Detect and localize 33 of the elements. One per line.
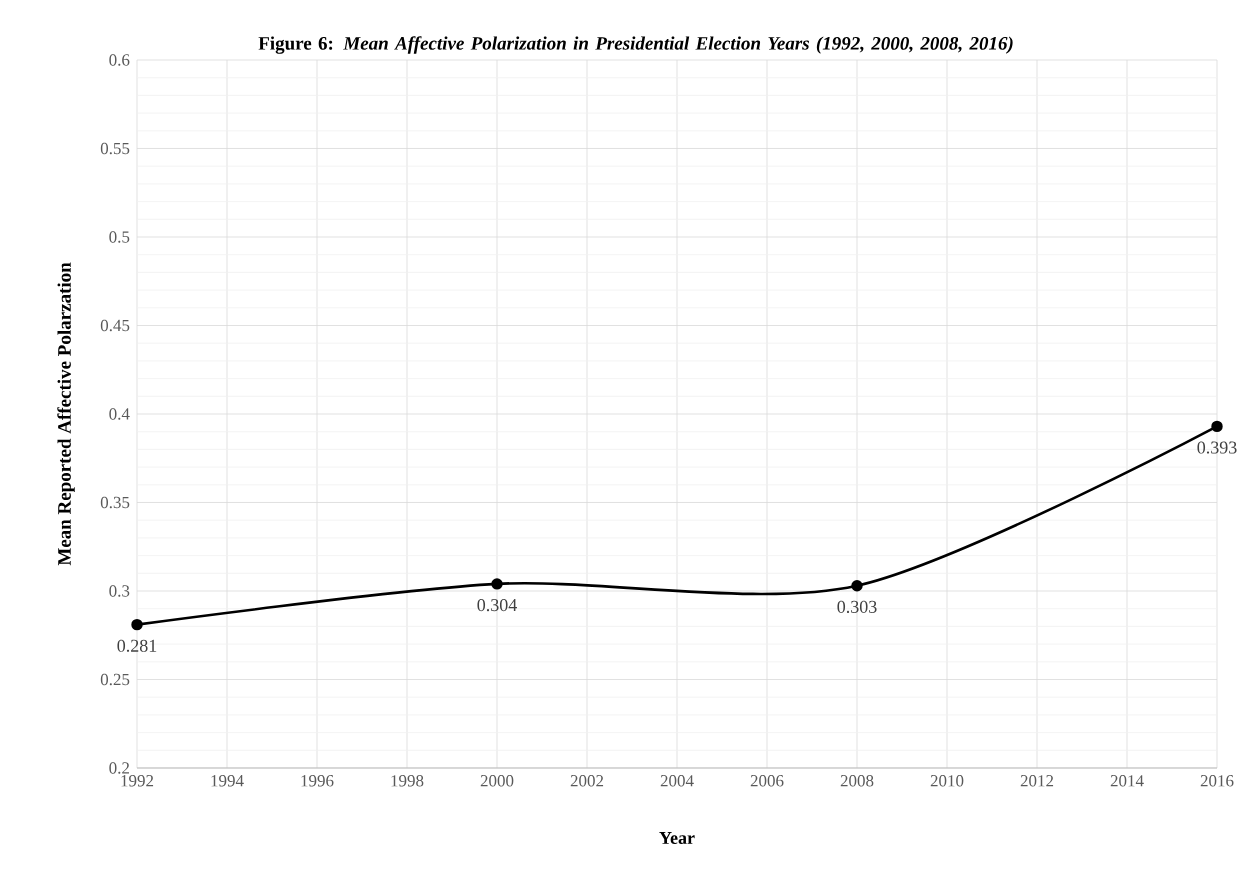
point [851, 579, 863, 592]
x-axis-title: Year [659, 832, 695, 844]
y-tick-label: 0.55 [100, 142, 130, 155]
data-label: 0.303 [837, 600, 877, 613]
x-tick-label: 2004 [660, 775, 694, 787]
data-label: 0.281 [117, 639, 157, 652]
y-axis-title: Mean Reported Affective Polarzation [57, 262, 75, 566]
x-tick-label: 1992 [121, 775, 154, 787]
y-tick-label: 0.35 [100, 496, 130, 509]
y-tick-label: 0.4 [109, 408, 130, 420]
x-tick-label: 2000 [480, 775, 514, 787]
y-tick-label: 0.6 [109, 54, 130, 66]
y-tick-label: 0.2 [109, 762, 129, 774]
x-tick-label: 2002 [570, 775, 604, 787]
x-tick-label: 2014 [1110, 775, 1144, 787]
point [1211, 420, 1223, 433]
point [491, 578, 503, 590]
x-tick-label: 2006 [750, 775, 784, 787]
y-tick-label: 0.45 [100, 319, 130, 332]
y-tick-label: 0.3 [109, 585, 130, 597]
x-tick-label: 2012 [1020, 775, 1054, 787]
data-label: 0.393 [1197, 441, 1237, 454]
x-tick-label: 1996 [301, 775, 334, 787]
x-tick-label: 2010 [930, 775, 964, 787]
point [131, 618, 143, 631]
x-tick-label: 1994 [211, 775, 244, 787]
x-tick-label: 2008 [840, 775, 874, 787]
chart-title: Figure 6: Mean Affective Polarization in Presidential Election Years (1992, 2000, 2008, 2016) [258, 36, 1013, 54]
y-tick-label: 0.25 [100, 673, 130, 686]
x-tick-label: 2016 [1200, 775, 1234, 787]
x-tick-label: 1998 [391, 775, 424, 787]
data-label: 0.304 [477, 598, 517, 612]
y-tick-label: 0.5 [109, 231, 130, 243]
